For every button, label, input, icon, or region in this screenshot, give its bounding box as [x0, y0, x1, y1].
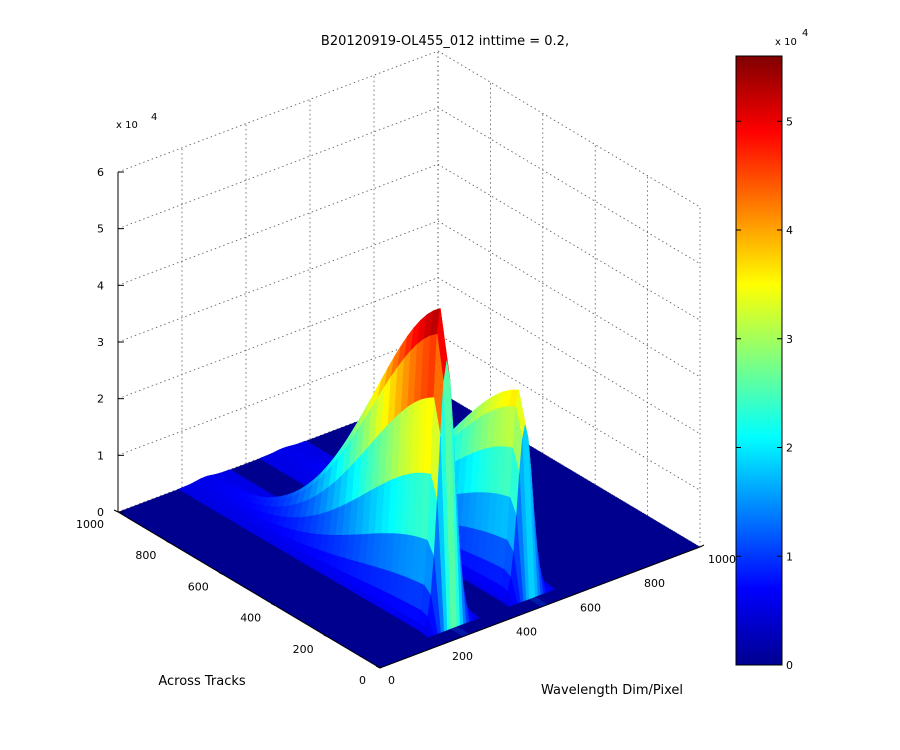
- colorbar-tick-label: 3: [786, 333, 793, 346]
- x-tick-label: 0: [388, 674, 395, 687]
- y-tick-mark: [270, 603, 276, 607]
- x-tick-mark: [507, 617, 513, 621]
- x-axis-label: Wavelength Dim/Pixel: [541, 683, 683, 698]
- tick-labels: 0200400600800100002004006008001000012345…: [76, 166, 736, 687]
- x-tick-mark: [635, 568, 641, 572]
- z-tick-label: 6: [97, 166, 104, 179]
- surface-bands: [178, 308, 556, 638]
- y-tick-mark: [218, 571, 224, 575]
- y-axis-label: Across Tracks: [158, 674, 246, 689]
- z-tick-label: 1: [97, 449, 104, 462]
- colorbar: 0 1 2 3 4 5 x 10 4: [735, 28, 808, 672]
- z-exponent: x 10 4: [116, 112, 157, 131]
- y-tick-label: 200: [293, 643, 314, 656]
- y-tick-label: 1000: [76, 518, 104, 531]
- x-tick-mark: [443, 641, 449, 645]
- z-tick-label: 2: [97, 393, 104, 406]
- surface-patch: [501, 598, 513, 607]
- surface-patch: [420, 626, 432, 638]
- y-tick-mark: [375, 665, 381, 669]
- grid-line-z: [117, 163, 701, 321]
- x-tick-mark: [379, 665, 385, 669]
- grid-line-z: [117, 50, 701, 208]
- x-tick-mark: [571, 592, 577, 596]
- y-tick-label: 400: [240, 612, 261, 625]
- x-tick-label: 1000: [708, 553, 736, 566]
- colorbar-exponent-power: 4: [802, 28, 808, 39]
- z-tick-label: 5: [97, 223, 104, 236]
- colorbar-tick-label: 2: [786, 442, 793, 455]
- y-tick-mark: [113, 509, 119, 513]
- z-tick-label: 3: [97, 336, 104, 349]
- colorbar-ticks: 0 1 2 3 4 5: [736, 115, 793, 672]
- z-tick-label: 0: [97, 506, 104, 519]
- x-tick-label: 600: [580, 601, 601, 614]
- x-tick-label: 200: [452, 650, 473, 663]
- x-tick-label: 400: [516, 626, 537, 639]
- y-tick-mark: [166, 540, 171, 544]
- z-exponent-base: x 10: [116, 120, 138, 131]
- x-axis-line: [379, 546, 701, 669]
- z-exponent-power: 4: [151, 112, 157, 123]
- y-tick-label: 600: [188, 580, 209, 593]
- colorbar-tick-label: 4: [786, 224, 793, 237]
- x-tick-mark: [699, 544, 705, 548]
- colorbar-tick-label: 0: [786, 659, 793, 672]
- grid-line-z: [117, 220, 701, 378]
- colorbar-exponent-base: x 10: [775, 37, 797, 48]
- x-tick-label: 800: [644, 577, 665, 590]
- z-tick-label: 4: [97, 279, 104, 292]
- grid-line-z: [117, 107, 701, 265]
- y-tick-mark: [323, 634, 328, 638]
- colorbar-tick-label: 5: [786, 115, 793, 128]
- colorbar-tick-label: 1: [786, 550, 793, 563]
- chart-title: B20120919-OL455_012 inttime = 0.2,: [321, 34, 569, 49]
- colorbar-fill: [735, 55, 783, 666]
- y-axis-line: [117, 511, 381, 669]
- y-tick-label: 800: [135, 549, 156, 562]
- y-tick-label: 0: [359, 674, 366, 687]
